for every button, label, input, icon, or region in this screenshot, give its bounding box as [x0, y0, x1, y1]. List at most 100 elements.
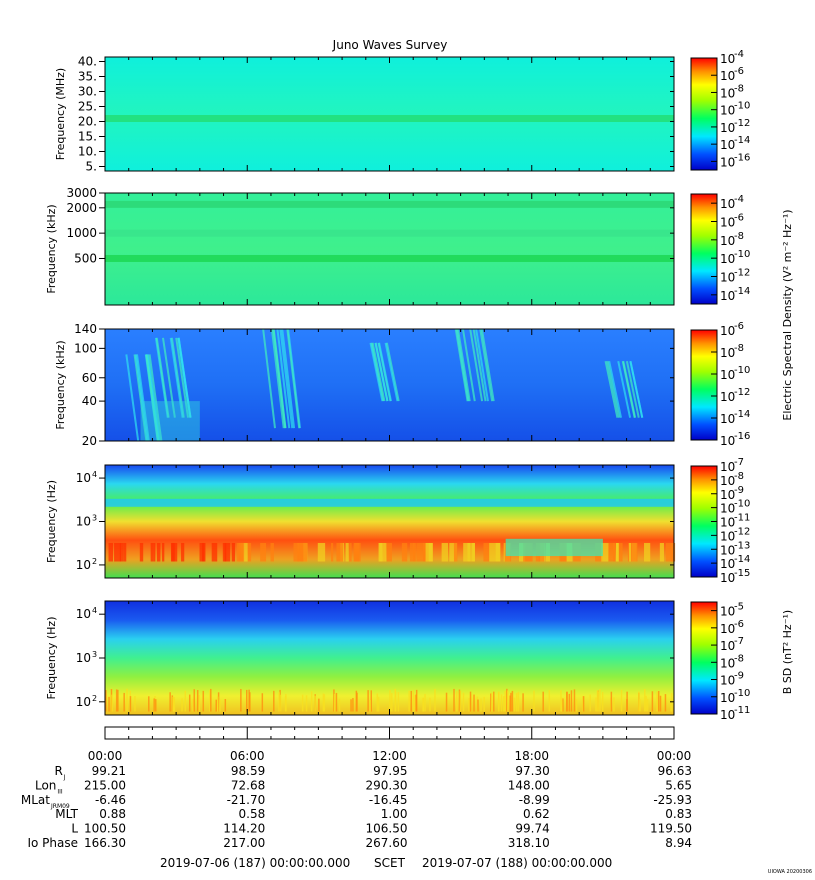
emission-streak — [422, 542, 429, 562]
ephemeris-label-subscript: III — [57, 788, 63, 795]
ephemeris-value: 100.50 — [84, 822, 126, 836]
burst-streak — [384, 342, 399, 402]
colorbar-tick-label: 10 — [720, 543, 735, 557]
emission-band-1 — [105, 115, 674, 122]
burst-streak — [276, 328, 291, 429]
ephemeris-value: 119.50 — [650, 822, 692, 836]
burst-streak — [148, 354, 163, 442]
colorbar-tick-label: 10 — [720, 138, 735, 152]
burst-streak — [621, 361, 636, 418]
colorbar-tick-exponent: -10 — [734, 688, 750, 699]
emission-streak — [472, 542, 475, 562]
ephemeris-value: 0.88 — [99, 807, 126, 821]
ephemeris-value: -8.99 — [519, 793, 550, 807]
y-tick-label: 20 — [82, 434, 97, 448]
burst-streak — [472, 328, 487, 402]
colorbar — [690, 601, 718, 715]
emission-streak — [425, 542, 433, 562]
emission-streak — [349, 542, 352, 562]
burst-streak — [169, 337, 184, 418]
emission-streak — [441, 542, 449, 562]
colorbar-tick-label: 10 — [720, 529, 735, 543]
y-tick-label: 30. — [78, 85, 97, 99]
colorbar-tick-exponent: -12 — [734, 268, 750, 279]
emission-streak — [386, 542, 392, 562]
colorbar-tick-label: 10 — [720, 52, 735, 66]
emission-streak — [345, 542, 349, 562]
emission-streak — [354, 542, 360, 562]
y-tick-label: 100 — [74, 341, 97, 355]
colorbar-tick-exponent: -12 — [734, 387, 750, 398]
emission-streak — [659, 542, 664, 562]
burst-streak — [272, 328, 287, 429]
ephemeris-value: 217.00 — [223, 836, 265, 850]
emission-streak — [670, 542, 676, 562]
colorbar-tick-exponent: -14 — [734, 409, 750, 420]
colorbar-tick-label: 10 — [720, 368, 735, 382]
emission-streak — [139, 542, 144, 562]
time-tick-label: 00:00 — [657, 749, 692, 763]
y-tick-label: 10 — [76, 471, 91, 485]
panel-1: 5.10.15.20.25.30.35.40. Frequency (MHz) 10… — [54, 49, 750, 174]
y-tick-exponent: 2 — [92, 694, 97, 703]
emission-streak — [247, 542, 252, 562]
ephemeris-value: -6.46 — [95, 793, 126, 807]
colorbar-tick-exponent: -6 — [734, 321, 744, 332]
emission-streak — [378, 542, 387, 562]
ephemeris-value: 98.59 — [231, 764, 265, 778]
y-tick-label: 140 — [74, 322, 97, 336]
ephemeris-value: 114.20 — [223, 822, 265, 836]
colorbar-tick-label: 10 — [720, 557, 735, 571]
whistler-band — [105, 498, 674, 507]
ephemeris-value: 148.00 — [508, 778, 550, 792]
colorbar — [690, 193, 718, 305]
y-tick-exponent: 4 — [92, 470, 97, 479]
colorbar-tick-exponent: -6 — [734, 619, 744, 630]
emission-streak — [467, 542, 475, 562]
y-tick-label: 40 — [82, 394, 97, 408]
emission-streak — [629, 542, 632, 562]
colorbar-tick-label: 10 — [720, 86, 735, 100]
colorbar-tick-label: 10 — [720, 434, 735, 448]
ephemeris-value: -25.93 — [653, 793, 692, 807]
emission-streak — [495, 542, 501, 562]
ephemeris-value: -21.70 — [227, 793, 266, 807]
emission-streak — [162, 542, 165, 562]
footer-scet-label: SCET — [374, 856, 406, 870]
emission-streak — [123, 542, 127, 562]
colorbar-tick-label: 10 — [720, 474, 735, 488]
ephemeris-value: 1.00 — [381, 807, 408, 821]
colorbar-tick-label: 10 — [720, 346, 735, 360]
colorbar — [690, 57, 718, 171]
colorbar-tick-exponent: -10 — [734, 249, 750, 260]
emission-band-2 — [105, 200, 674, 208]
colorbar — [690, 329, 718, 441]
colorbar-tick-label: 10 — [720, 289, 735, 303]
emission-streak — [202, 542, 205, 562]
time-tick-label: 18:00 — [514, 749, 549, 763]
emission-streak — [297, 542, 304, 562]
emission-streak — [644, 542, 651, 562]
emission-streak — [231, 542, 236, 562]
y-axis-label: Frequency (Hz) — [45, 480, 58, 563]
burst-streak — [385, 342, 400, 402]
colorbar-tick-exponent: -7 — [734, 636, 744, 647]
colorbar-tick-exponent: -12 — [734, 118, 750, 129]
emission-streak — [240, 542, 248, 562]
ephemeris-value: 97.30 — [515, 764, 549, 778]
colorbar-tick-exponent: -10 — [734, 101, 750, 112]
footer-start-time: 2019-07-06 (187) 00:00:00.000 — [160, 856, 350, 870]
y-tick-label: 10 — [76, 651, 91, 665]
emission-streak — [222, 542, 227, 562]
emission-streak — [150, 542, 154, 562]
burst-streak — [170, 337, 185, 418]
colorbar-tick-exponent: -10 — [734, 365, 750, 376]
burst-streak — [155, 337, 170, 418]
colorbar-tick-exponent: -14 — [734, 286, 750, 297]
burst-streak — [281, 328, 296, 429]
y-tick-label: 20. — [78, 115, 97, 129]
emission-streak — [615, 542, 619, 562]
emission-streak — [483, 542, 490, 562]
colorbar-tick-exponent: -4 — [734, 194, 744, 205]
